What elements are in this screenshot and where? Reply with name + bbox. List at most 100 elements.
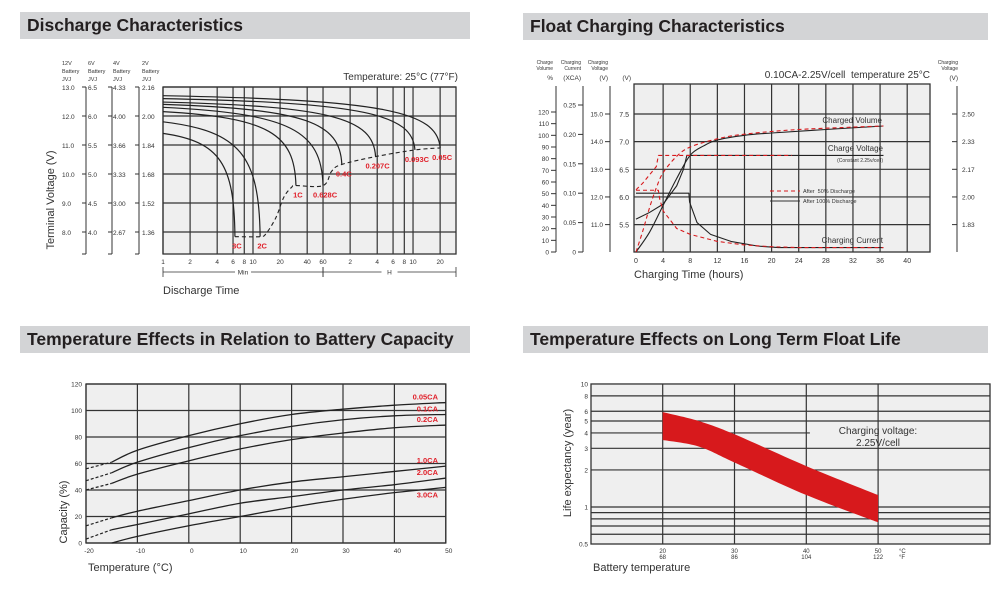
voltage-tick-label: 6.5 — [619, 167, 629, 174]
charge-volume-tick-label: 90 — [542, 144, 550, 151]
charging-voltage-tick-label: 12.0 — [590, 194, 603, 201]
discharge-curve-0.093C — [162, 98, 416, 150]
voltage-scale-header: JVJ — [113, 77, 122, 83]
charging-voltage-tick-label: 15.0 — [590, 112, 603, 119]
x-tick-label: 10 — [409, 259, 417, 266]
plot-area — [162, 86, 457, 255]
curve-label-0.1CA: 0.1CA — [417, 404, 439, 413]
charge-volume-tick-label: 80 — [542, 156, 550, 163]
charge-volume-tick-label: 40 — [542, 203, 550, 210]
capacity-curve-dashed-0.2CA — [85, 482, 112, 491]
voltage-scale-tick: 4.0 — [88, 230, 97, 237]
x-tick-label-fahrenheit: 104 — [801, 555, 812, 561]
cell-voltage-tick-label: 2.50 — [962, 112, 975, 119]
cell-voltage-axis-header: Voltage — [941, 66, 958, 72]
voltage-scale-tick: 3.00 — [113, 201, 126, 208]
x-axis-label: Discharge Time — [163, 285, 239, 297]
y-tick-label: 2 — [584, 467, 588, 474]
charging-current-tick-label: 0.20 — [563, 132, 576, 139]
charge-volume-tick-label: 100 — [538, 133, 549, 140]
voltage-scale-header: 2V — [142, 61, 149, 67]
header-float-charging-characteristics: Float Charging Characteristics — [523, 13, 988, 40]
y-tick-label: 0 — [78, 541, 82, 548]
x-tick-label: 8 — [402, 259, 406, 266]
x-tick-label: 4 — [215, 259, 219, 266]
x-unit-fahrenheit: °F — [899, 555, 905, 561]
voltage-scale-tick: 2.67 — [113, 230, 126, 237]
charging-current-tick-label: 0.10 — [563, 191, 576, 198]
voltage-scale-tick: 1.36 — [142, 230, 155, 237]
voltage-scale-tick: 4.33 — [113, 85, 126, 92]
x-tick-label: 40 — [903, 258, 911, 265]
x-axis-label: Temperature (°C) — [88, 562, 172, 574]
legend-label: After 100% Discharge — [803, 199, 857, 205]
x-tick-label-celsius: 20 — [659, 549, 666, 555]
voltage-scale-tick: 6.5 — [88, 85, 97, 92]
x-tick-label: 40 — [394, 548, 402, 555]
charge-volume-tick-label: 110 — [539, 121, 550, 128]
voltage-scale-header: 12V — [62, 61, 72, 67]
voltage-tick-label: 7.0 — [619, 140, 629, 147]
y-tick-label: 4 — [584, 430, 588, 437]
voltage-scale-tick: 8.0 — [62, 230, 71, 237]
label-charge-voltage: Charge Voltage — [828, 144, 884, 153]
charging-current-axis-header: (XCA) — [563, 75, 581, 82]
plot-area — [633, 83, 931, 253]
x-tick-label: 6 — [231, 259, 235, 266]
voltage-scale-header: Battery — [142, 69, 160, 75]
curve-label-2.0CA: 2.0CA — [417, 468, 439, 477]
charging-current-axis-header: Current — [564, 66, 581, 72]
voltage-scale-tick: 5.0 — [88, 172, 97, 179]
charging-current-tick-label: 0 — [572, 250, 576, 257]
temperature-annotation: Temperature: 25°C (77°F) — [343, 72, 458, 83]
label-charge-voltage-note: (Constant 2.25v/cell) — [837, 158, 883, 164]
charge-volume-tick-label: 0 — [545, 250, 549, 257]
header-temperature-capacity: Temperature Effects in Relation to Batte… — [20, 326, 470, 353]
x-tick-label-celsius: 40 — [803, 549, 810, 555]
charge-volume-tick-label: 10 — [542, 238, 550, 245]
capacity-curve-0.1CA — [111, 413, 446, 474]
voltage-scale-tick: 9.0 — [62, 201, 71, 208]
y-axis-label: Capacity (%) — [58, 481, 70, 544]
x-tick-label-fahrenheit: 68 — [659, 555, 666, 561]
x-tick-label: 10 — [240, 548, 248, 555]
cell-voltage-tick-label: 2.17 — [962, 167, 975, 174]
charge-volume-tick-label: 30 — [542, 214, 550, 221]
voltage-scale-tick: 11.0 — [62, 143, 75, 150]
y-tick-label: 20 — [75, 514, 83, 521]
voltage-scale-header: Battery — [62, 69, 80, 75]
x-tick-label: 60 — [319, 259, 327, 266]
x-tick-label: 8 — [688, 258, 692, 265]
capacity-curve-dashed-1.0CA — [85, 517, 112, 527]
x-tick-label: 4 — [375, 259, 379, 266]
curve-label-0.093C: 0.093C — [405, 155, 430, 164]
charging-voltage-axis-header: (V) — [599, 75, 608, 82]
range-label: Min — [238, 270, 249, 277]
curve-label-0.2CA: 0.2CA — [417, 415, 439, 424]
charging-current-axis-header: Charging — [561, 60, 582, 66]
charging-voltage-tick-label: 13.0 — [590, 167, 603, 174]
charging-voltage-axis-header: Charging — [588, 60, 609, 66]
legend-label: After 50% Discharge — [803, 189, 855, 195]
capacity-curve-2.0CA — [111, 477, 446, 531]
charge-volume-tick-label: 50 — [542, 191, 550, 198]
y-tick-label: 60 — [75, 461, 83, 468]
y-tick-label: 80 — [75, 435, 83, 442]
capacity-curve-0.2CA — [111, 424, 446, 484]
x-tick-label: 8 — [242, 259, 246, 266]
x-unit-celsius: °C — [899, 549, 906, 555]
voltage-scale-header: JVJ — [62, 77, 71, 83]
x-tick-label: 0 — [634, 258, 638, 265]
x-tick-label: 20 — [437, 259, 445, 266]
discharge-curve-0.05C — [162, 95, 441, 148]
header-discharge-characteristics: Discharge Characteristics — [20, 12, 470, 39]
voltage-scale-tick: 2.00 — [142, 114, 155, 121]
curve-label-0.207C: 0.207C — [365, 162, 390, 171]
y-tick-label: 8 — [584, 393, 588, 400]
y-tick-label: 6 — [584, 409, 588, 416]
x-axis-label: Charging Time (hours) — [634, 269, 743, 281]
capacity-curve-dashed-0.1CA — [85, 472, 112, 482]
voltage-scale-tick: 10.0 — [62, 172, 75, 179]
y-tick-label: 40 — [75, 488, 83, 495]
